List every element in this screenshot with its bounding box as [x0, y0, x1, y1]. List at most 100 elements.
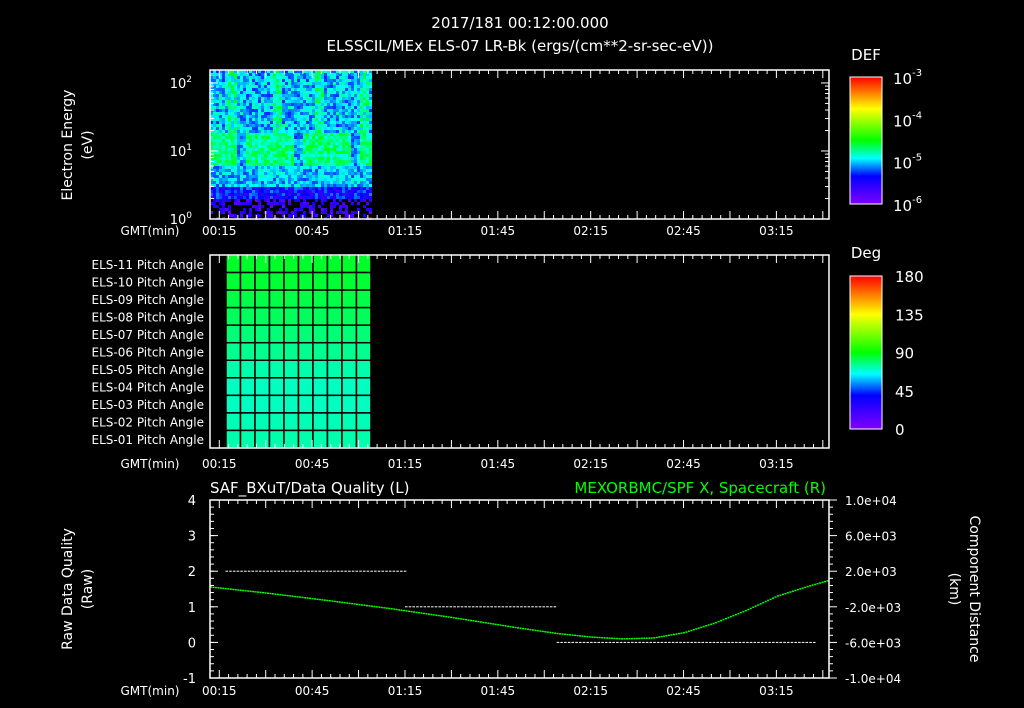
spectrogram-cell [288, 82, 291, 85]
pitch-angle-cell [312, 341, 329, 362]
pitch-row-label: ELS-05 Pitch Angle [92, 363, 204, 377]
spectrogram-cell [306, 112, 309, 115]
spectrogram-cell [261, 175, 264, 178]
pitch-angle-cell [254, 254, 271, 274]
spectrogram-cell [219, 190, 222, 193]
spectrogram-cell [228, 91, 231, 94]
spectrogram-cell [366, 148, 369, 151]
spectrogram-cell [237, 76, 240, 79]
spectrogram-cell [339, 208, 342, 211]
pitch-angle-cell [268, 341, 285, 362]
spectrogram-cell [342, 187, 345, 190]
spectrogram-cell [357, 130, 360, 133]
spectrogram-cell [246, 190, 249, 193]
spectrogram-cell [216, 145, 219, 148]
spectrogram-cell [231, 166, 234, 169]
spf-x-point [237, 589, 240, 591]
spectrogram-cell [261, 88, 264, 91]
spectrogram-cell [255, 142, 258, 145]
spectrogram-cell [231, 73, 234, 76]
spectrogram-cell [234, 103, 237, 106]
spectrogram-cell [297, 88, 300, 91]
spectrogram-cell [291, 178, 294, 181]
spectrogram-cell [219, 211, 222, 214]
spectrogram-cell [273, 193, 276, 196]
spectrogram-cell [294, 85, 297, 88]
spectrogram-cell [225, 139, 228, 142]
spectrogram-cell [339, 70, 342, 73]
spectrogram-cell [219, 100, 222, 103]
spectrogram-cell [285, 163, 288, 166]
spectrogram-cell [246, 175, 249, 178]
spectrogram-cell [369, 160, 372, 163]
spectrogram-cell [306, 160, 309, 163]
pitch-angle-cell [312, 394, 329, 414]
spectrogram-cell [240, 190, 243, 193]
spectrogram-cell [276, 79, 279, 82]
spectrogram-cell [234, 97, 237, 100]
spectrogram-cell [345, 73, 348, 76]
spectrogram-cell [258, 100, 261, 103]
spectrogram-cell [249, 91, 252, 94]
spectrogram-cell [255, 196, 258, 199]
spectrogram-cell [351, 181, 354, 184]
spf-x-point [341, 601, 344, 604]
spf-x-point [660, 635, 663, 638]
pitch-angle-cell [268, 377, 285, 397]
spectrogram-cell [333, 133, 336, 136]
spf-x-point [469, 619, 472, 622]
spectrogram-cell [270, 169, 273, 172]
spf-x-point [566, 633, 569, 636]
spectrogram-cell [216, 103, 219, 106]
spectrogram-cell [240, 124, 243, 127]
spectrogram-cell [330, 190, 333, 193]
spectrogram-cell [300, 133, 303, 136]
spectrogram-cell [252, 175, 255, 178]
spectrogram-cell [306, 88, 309, 91]
spectrogram-cell [336, 160, 339, 163]
spectrogram-cell [297, 196, 300, 199]
spectrogram-cell [309, 193, 312, 196]
spectrogram-cell [255, 133, 258, 136]
spf-x-point [816, 582, 819, 585]
spectrogram-cell [336, 145, 339, 148]
spectrogram-cell [240, 145, 243, 148]
spectrogram-cell [336, 184, 339, 187]
spectrogram-cell [261, 151, 264, 154]
spectrogram-cell [354, 118, 357, 121]
spectrogram-cell [360, 157, 363, 160]
spectrogram-cell [354, 199, 357, 202]
spectrogram-cell [249, 178, 252, 181]
spectrogram-cell [240, 94, 243, 97]
spectrogram-cell [216, 193, 219, 196]
spectrogram-cell [279, 148, 282, 151]
spectrogram-cell [291, 121, 294, 124]
spectrogram-cell [243, 133, 246, 136]
spectrogram-cell [270, 190, 273, 193]
spectrogram-cell [354, 169, 357, 172]
spectrogram-cell [219, 160, 222, 163]
spectrogram-cell [222, 199, 225, 202]
pitch-angle-cell [326, 289, 343, 309]
spectrogram-cell [219, 145, 222, 148]
spectrogram-cell [336, 121, 339, 124]
spectrogram-cell [276, 82, 279, 85]
spectrogram-cell [333, 103, 336, 106]
spectrogram-cell [261, 115, 264, 118]
spectrogram-cell [324, 184, 327, 187]
spectrogram-cell [369, 76, 372, 79]
spectrogram-cell [300, 136, 303, 139]
spectrogram-cell [285, 109, 288, 112]
spectrogram-cell [312, 103, 315, 106]
spf-x-point [385, 607, 388, 609]
spectrogram-cell [213, 205, 216, 208]
spectrogram-cell [285, 193, 288, 196]
spectrogram-cell [363, 166, 366, 169]
spectrogram-cell [297, 139, 300, 142]
spectrogram-cell [246, 154, 249, 157]
spectrogram-cell [360, 154, 363, 157]
spectrogram-cell [357, 85, 360, 88]
spectrogram-cell [228, 172, 231, 175]
spectrogram-cell [345, 214, 348, 217]
spectrogram-cell [213, 94, 216, 97]
